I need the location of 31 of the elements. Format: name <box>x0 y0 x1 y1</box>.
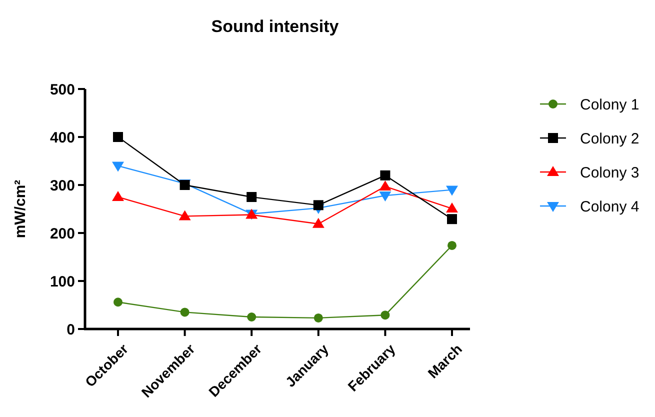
point <box>314 313 323 322</box>
point <box>313 200 324 210</box>
point <box>113 132 123 142</box>
point <box>448 240 456 250</box>
point <box>447 214 457 224</box>
point <box>380 310 390 320</box>
point <box>178 210 191 220</box>
y-tick-label: 200 <box>50 225 75 242</box>
y-tick-label: 100 <box>50 273 75 290</box>
point <box>379 180 392 190</box>
point <box>380 170 390 180</box>
y-tick-label: 300 <box>50 177 75 194</box>
legend-label: Colony 2 <box>580 130 640 148</box>
chart-title: Sound intensity <box>211 17 340 36</box>
legend-label: Colony 3 <box>580 164 640 182</box>
y-axis-title: mW/cm² <box>12 180 29 238</box>
point <box>112 162 124 172</box>
y-tick-label: 500 <box>50 81 75 98</box>
point <box>114 298 122 307</box>
point <box>112 191 124 201</box>
y-tick-label: 400 <box>50 129 75 146</box>
legend-label: Colony 4 <box>580 198 640 216</box>
legend-label: Colony 1 <box>580 96 640 114</box>
y-tick-label: 0 <box>66 321 75 338</box>
point <box>247 312 256 322</box>
point <box>446 202 458 213</box>
point <box>379 192 392 202</box>
point <box>312 218 324 228</box>
point <box>246 192 257 202</box>
point <box>180 308 190 317</box>
point <box>446 186 458 196</box>
